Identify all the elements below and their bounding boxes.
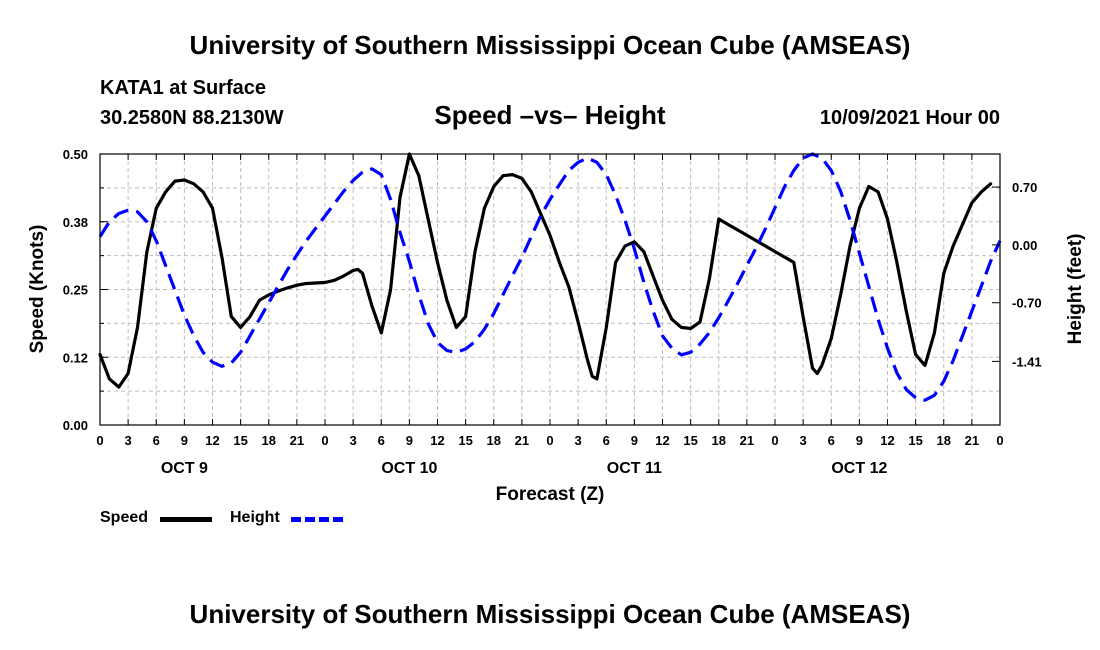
chart-grid [100,154,1000,425]
y-left-tick-label: 0.12 [63,350,88,365]
y-left-tick-label: 0.50 [63,147,88,162]
x-tick-label: 0 [546,433,553,448]
y-right-tick-label: 0.70 [1012,180,1037,195]
x-tick-label: 3 [575,433,582,448]
x-day-label: OCT 11 [607,460,662,477]
y-axis-left-label: Speed (Knots) [27,225,48,354]
y-left-tick-label: 0.00 [63,418,88,433]
x-tick-label: 12 [880,433,894,448]
x-tick-label: 0 [96,433,103,448]
legend-height-label: Height [230,509,280,526]
x-tick-label: 18 [487,433,501,448]
x-tick-label: 6 [378,433,385,448]
forecast-datetime: 10/09/2021 Hour 00 [819,107,1000,129]
y-right-tick-label: 0.00 [1012,238,1037,253]
x-tick-label: 0 [321,433,328,448]
x-axis-label: Forecast (Z) [496,484,605,505]
station-name: KATA1 at Surface [100,77,266,99]
x-tick-label: 6 [603,433,610,448]
x-day-label: OCT 10 [381,460,437,477]
x-day-label: OCT 12 [831,460,887,477]
x-tick-label: 15 [908,433,922,448]
x-tick-label: 21 [740,433,754,448]
x-tick-label: 12 [655,433,669,448]
x-tick-label: 9 [856,433,863,448]
y-axis-right-label: Height (feet) [1065,234,1086,345]
x-tick-label: 0 [771,433,778,448]
x-tick-label: 21 [965,433,979,448]
x-tick-label: 15 [233,433,247,448]
station-coordinates: 30.2580N 88.2130W [100,107,284,129]
series-line-height [98,152,1002,402]
y-right-tick-label: -0.70 [1012,296,1042,311]
header-title: University of Southern Mississippi Ocean… [189,30,911,60]
chart-ticks: 0 3 6 9 12 15 18 21 0 3 6 9 12 15 18 21 0 3 6 9 12 15 18 21 0 3 6 9… [63,147,1042,477]
x-tick-label: 9 [181,433,188,448]
x-tick-label: 9 [631,433,638,448]
x-tick-label: 12 [205,433,219,448]
footer-title: University of Southern Mississippi Ocean… [189,599,911,629]
legend-height-swatch [291,517,343,522]
x-tick-label: 3 [800,433,807,448]
x-tick-label: 3 [350,433,357,448]
y-left-tick-label: 0.38 [63,215,88,230]
legend-speed-label: Speed [100,509,149,526]
x-tick-label: 18 [712,433,726,448]
series-line-speed [98,152,993,389]
x-tick-label: 18 [937,433,951,448]
y-right-tick-label: -1.41 [1012,354,1042,369]
x-tick-label: 9 [406,433,413,448]
chart-series [98,152,1002,402]
x-tick-label: 6 [153,433,160,448]
x-tick-label: 0 [996,433,1003,448]
x-tick-label: 18 [262,433,276,448]
x-tick-label: 3 [125,433,132,448]
x-day-label: OCT 9 [161,460,208,477]
x-tick-label: 15 [683,433,697,448]
x-tick-label: 21 [515,433,529,448]
x-tick-label: 6 [828,433,835,448]
legend-speed-swatch [160,517,212,522]
x-tick-label: 21 [290,433,304,448]
y-left-tick-label: 0.25 [63,283,88,298]
x-tick-label: 12 [430,433,444,448]
x-tick-label: 15 [458,433,472,448]
chart-subtitle: Speed –vs– Height [434,100,666,130]
